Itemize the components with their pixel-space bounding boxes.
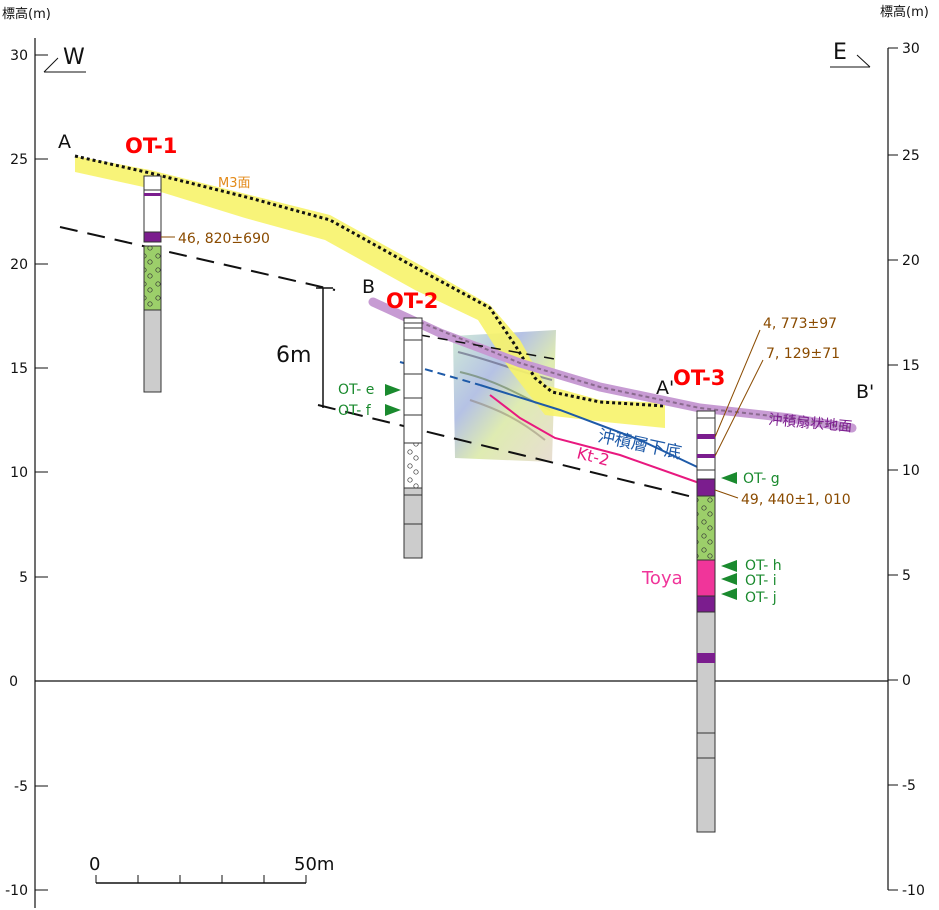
ot2-title: OT-2 <box>386 289 438 313</box>
ot3-title: OT-3 <box>673 366 725 390</box>
sample-ot-j: OT- j <box>745 590 777 606</box>
right-tick-0: 0 <box>902 673 911 689</box>
m3-surface-line <box>74 154 666 408</box>
right-tick-25: 25 <box>902 148 920 164</box>
sample-markers: OT- e OT- f OT- g OT- h OT- i OT- j <box>338 382 782 606</box>
alluvial-base-line <box>479 384 711 474</box>
sample-ot-j-arrow <box>721 588 737 600</box>
left-tick-20: 20 <box>10 257 28 273</box>
left-axis-unit: 標高(m) <box>2 6 51 22</box>
sample-ot-i: OT- i <box>745 573 777 589</box>
upper-dashed-line <box>59 226 336 291</box>
west-marker: W <box>43 45 86 73</box>
alluvial-fan-line <box>419 321 853 429</box>
sample-ot-g-arrow <box>721 472 737 484</box>
scale-bar: 0 50m <box>89 854 334 884</box>
left-axis: 標高(m) 30 25 20 15 10 5 0 -5 -10 <box>2 6 51 908</box>
sample-ot-h-arrow <box>721 560 737 572</box>
sample-ot-g: OT- g <box>743 471 780 487</box>
borehole-ot1 <box>143 175 175 393</box>
left-tick-25: 25 <box>10 152 28 168</box>
right-tick-15: 15 <box>902 358 920 374</box>
ot2-dashed-line <box>419 334 561 361</box>
left-tick-minus10: -10 <box>5 883 28 899</box>
sample-ot-f-arrow <box>385 404 401 416</box>
right-tick-30: 30 <box>902 41 920 57</box>
right-tick-5: 5 <box>902 568 911 584</box>
right-axis-unit: 標高(m) <box>880 4 929 20</box>
age-ot3-c: 49, 440±1, 010 <box>741 492 851 508</box>
right-tick-10: 10 <box>902 463 920 479</box>
sample-ot-e: OT- e <box>338 382 374 398</box>
borehole-ot3 <box>696 329 764 833</box>
point-b: B <box>362 276 375 298</box>
east-label: E <box>833 40 847 65</box>
left-tick-minus5: -5 <box>14 779 28 795</box>
left-tick-0: 0 <box>9 674 18 690</box>
age-ot3-a: 4, 773±97 <box>763 316 837 332</box>
point-b-prime: B' <box>856 381 874 403</box>
age-ot3-b: 7, 129±71 <box>766 346 840 362</box>
offset-label: 6m <box>276 343 311 368</box>
sample-ot-e-arrow <box>385 384 401 396</box>
sample-ot-i-arrow <box>721 573 737 585</box>
left-tick-10: 10 <box>10 465 28 481</box>
right-axis: 標高(m) 30 25 20 15 10 5 0 -5 -10 <box>880 4 929 899</box>
right-tick-minus10: -10 <box>902 883 925 899</box>
age-ot1: 46, 820±690 <box>178 231 270 247</box>
ot1-title: OT-1 <box>125 134 177 158</box>
sample-ot-f: OT- f <box>338 403 372 419</box>
borehole-ot2 <box>403 317 423 559</box>
sample-ot-h: OT- h <box>745 558 782 574</box>
kt2-line <box>489 394 706 486</box>
left-tick-15: 15 <box>10 361 28 377</box>
right-tick-minus5: -5 <box>902 778 916 794</box>
right-tick-20: 20 <box>902 253 920 269</box>
east-marker: E <box>830 40 871 68</box>
point-a-prime: A' <box>656 377 674 399</box>
lower-dashed-line <box>317 404 706 501</box>
alluvial-fan-label: 沖積扇状地面 <box>768 412 853 435</box>
scale-start: 0 <box>89 854 100 875</box>
scale-end: 50m <box>294 854 334 875</box>
west-label: W <box>63 45 85 70</box>
toya-label: Toya <box>641 568 683 589</box>
m3-surface-label: M3面 <box>218 176 251 191</box>
left-tick-30: 30 <box>10 48 28 64</box>
offset-bracket: 6m <box>276 287 333 408</box>
left-tick-5: 5 <box>19 570 28 586</box>
point-a-left: A <box>58 131 71 153</box>
